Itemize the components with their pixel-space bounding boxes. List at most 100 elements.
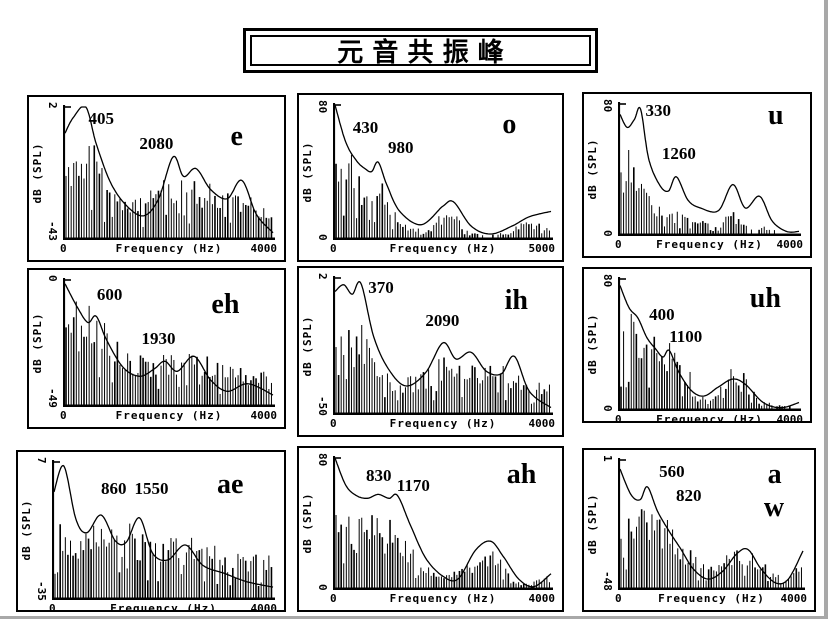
formant-frequency-label: 600 — [96, 284, 123, 304]
x-axis-max-label: 4000 — [776, 238, 804, 251]
formant-frequency-label: 1100 — [669, 326, 703, 346]
plot-area: 600 1930 eh — [63, 278, 275, 407]
y-axis-max-label: 0 — [46, 275, 59, 282]
lpc-envelope-curve — [53, 464, 274, 588]
x-axis-min-label: 0 — [615, 592, 622, 605]
x-axis-max-label: 4000 — [776, 413, 804, 423]
x-axis-min-label: 0 — [49, 602, 56, 612]
formant-frequency-label: 400 — [649, 305, 675, 325]
plot-area: 400 1100 uh — [618, 277, 801, 411]
x-axis-min-label: 0 — [615, 238, 622, 251]
formant-frequency-label: 430 — [352, 118, 379, 138]
x-axis-title: Frequency (Hz) — [110, 602, 217, 612]
x-axis-label-row: Frequency (Hz) 0 5000 — [330, 242, 556, 256]
spectrum-panel-aw: 1 -48 dB (SPL) 560 820 a w Frequency (Hz) 0 4000 — [582, 448, 816, 612]
x-axis-max-label: 4000 — [528, 592, 556, 605]
lpc-envelope-curve — [619, 285, 800, 409]
plot-area: 430 980 o — [333, 103, 553, 240]
lpc-envelope-curve — [334, 104, 552, 235]
y-axis-title: dB (SPL) — [301, 315, 314, 376]
formant-frequency-label: 820 — [675, 486, 702, 506]
x-axis-title: Frequency (Hz) — [658, 592, 765, 605]
y-axis-min-label: 0 — [601, 230, 614, 237]
x-axis-max-label: 4000 — [250, 602, 278, 612]
spectrum-plot — [618, 458, 805, 590]
y-axis-min-label: -35 — [35, 581, 48, 601]
vowel-label: eh — [211, 288, 240, 320]
plot-area: 860 1550 ae — [52, 460, 275, 600]
lpc-envelope-curve — [64, 283, 274, 396]
y-axis-title: dB (SPL) — [31, 142, 44, 203]
vowel-label: e — [230, 120, 243, 152]
formant-frequency-label: 405 — [88, 109, 114, 129]
spectrum-plot — [618, 102, 801, 236]
spectrum-panel-eh: 0 -49 dB (SPL) 600 1930 eh Frequency (Hz) 0 4000 — [27, 268, 286, 429]
spectrum-plot — [618, 277, 801, 411]
figure-title-box: 元音共振峰 — [243, 28, 598, 73]
vowel-label: ah — [506, 459, 537, 491]
y-axis-max-label: 1 — [601, 455, 614, 462]
vowel-label: o — [502, 109, 517, 141]
formant-frequency-label: 830 — [366, 465, 392, 485]
spectrum-panel-ae: 7 -35 dB (SPL) 860 1550 ae Frequency (Hz) 0 4000 — [16, 450, 286, 612]
x-axis-label-row: Frequency (Hz) 0 4000 — [330, 417, 556, 431]
formant-frequency-label: 370 — [368, 277, 394, 297]
y-axis-title: dB (SPL) — [586, 138, 599, 200]
x-axis-min-label: 0 — [330, 417, 337, 430]
y-axis-title: dB (SPL) — [586, 493, 599, 555]
formant-frequency-label: 2090 — [425, 311, 460, 331]
x-axis-title: Frequency (Hz) — [115, 242, 223, 255]
lpc-envelope-curve — [64, 106, 274, 234]
spectrum-plot — [333, 456, 553, 590]
vowel-label: a — [767, 458, 782, 490]
lpc-envelope-curve — [334, 281, 552, 409]
y-axis-min-label: -49 — [46, 388, 59, 408]
x-axis-min-label: 0 — [60, 242, 67, 255]
plot-area: 405 2080 e — [63, 105, 275, 240]
lpc-envelope-curve — [619, 106, 799, 233]
x-axis-min-label: 0 — [60, 409, 67, 422]
y-axis-max-label: 2 — [46, 102, 59, 109]
y-axis-title: dB (SPL) — [20, 499, 33, 561]
y-axis-title: dB (SPL) — [586, 313, 599, 375]
spectrum-plot — [333, 276, 553, 415]
y-axis-max-label: 7 — [35, 457, 48, 464]
formant-frequency-label: 330 — [645, 101, 671, 120]
x-axis-label-row: Frequency (Hz) 0 4000 — [49, 602, 278, 612]
x-axis-title: Frequency (Hz) — [656, 413, 763, 423]
x-axis-label-row: Frequency (Hz) 0 4000 — [60, 242, 277, 256]
plot-area: 830 1170 ah — [333, 456, 553, 590]
spectrum-plot — [63, 278, 275, 407]
formant-frequency-label: 980 — [388, 137, 414, 157]
plot-area: 560 820 a w — [618, 458, 805, 590]
x-axis-title: Frequency (Hz) — [656, 238, 763, 251]
x-axis-title: Frequency (Hz) — [389, 592, 497, 605]
vowel-label: ih — [504, 285, 528, 317]
formant-frequency-label: 1260 — [661, 143, 696, 163]
y-axis-max-label: 2 — [316, 273, 329, 280]
y-axis-title: dB (SPL) — [301, 141, 314, 202]
spectrum-plot — [63, 105, 275, 240]
spectrum-panel-u: 80 0 dB (SPL) 330 1260 u Frequency (Hz) 0 4000 — [582, 92, 812, 258]
y-axis-min-label: 0 — [316, 584, 329, 591]
x-axis-label-row: Frequency (Hz) 0 4000 — [615, 413, 804, 423]
formant-frequency-label: 1930 — [141, 328, 176, 348]
spectrum-panel-e: 2 -43 dB (SPL) 405 2080 e Frequency (Hz) 0 4000 — [27, 95, 286, 262]
spectrum-panel-uh: 80 0 dB (SPL) 400 1100 uh Frequency (Hz) 0 4000 — [582, 267, 812, 423]
x-axis-min-label: 0 — [615, 413, 622, 423]
vowel-label-secondary: w — [763, 491, 785, 523]
x-axis-max-label: 5000 — [528, 242, 556, 255]
plot-area: 370 2090 ih — [333, 276, 553, 415]
x-axis-label-row: Frequency (Hz) 0 4000 — [60, 409, 277, 423]
formant-frequency-label: 1170 — [396, 476, 430, 496]
formant-frequency-label: 2080 — [139, 133, 174, 153]
x-axis-max-label: 4000 — [780, 592, 808, 605]
figure-title-inner-border: 元音共振峰 — [250, 35, 591, 67]
y-axis-min-label: 0 — [316, 234, 329, 241]
spectrum-panel-ih: 2 -50 dB (SPL) 370 2090 ih Frequency (Hz) 0 4000 — [297, 266, 564, 437]
x-axis-min-label: 0 — [330, 242, 337, 255]
y-axis-min-label: -43 — [46, 221, 59, 241]
x-axis-max-label: 4000 — [528, 417, 556, 430]
plot-area: 330 1260 u — [618, 102, 801, 236]
